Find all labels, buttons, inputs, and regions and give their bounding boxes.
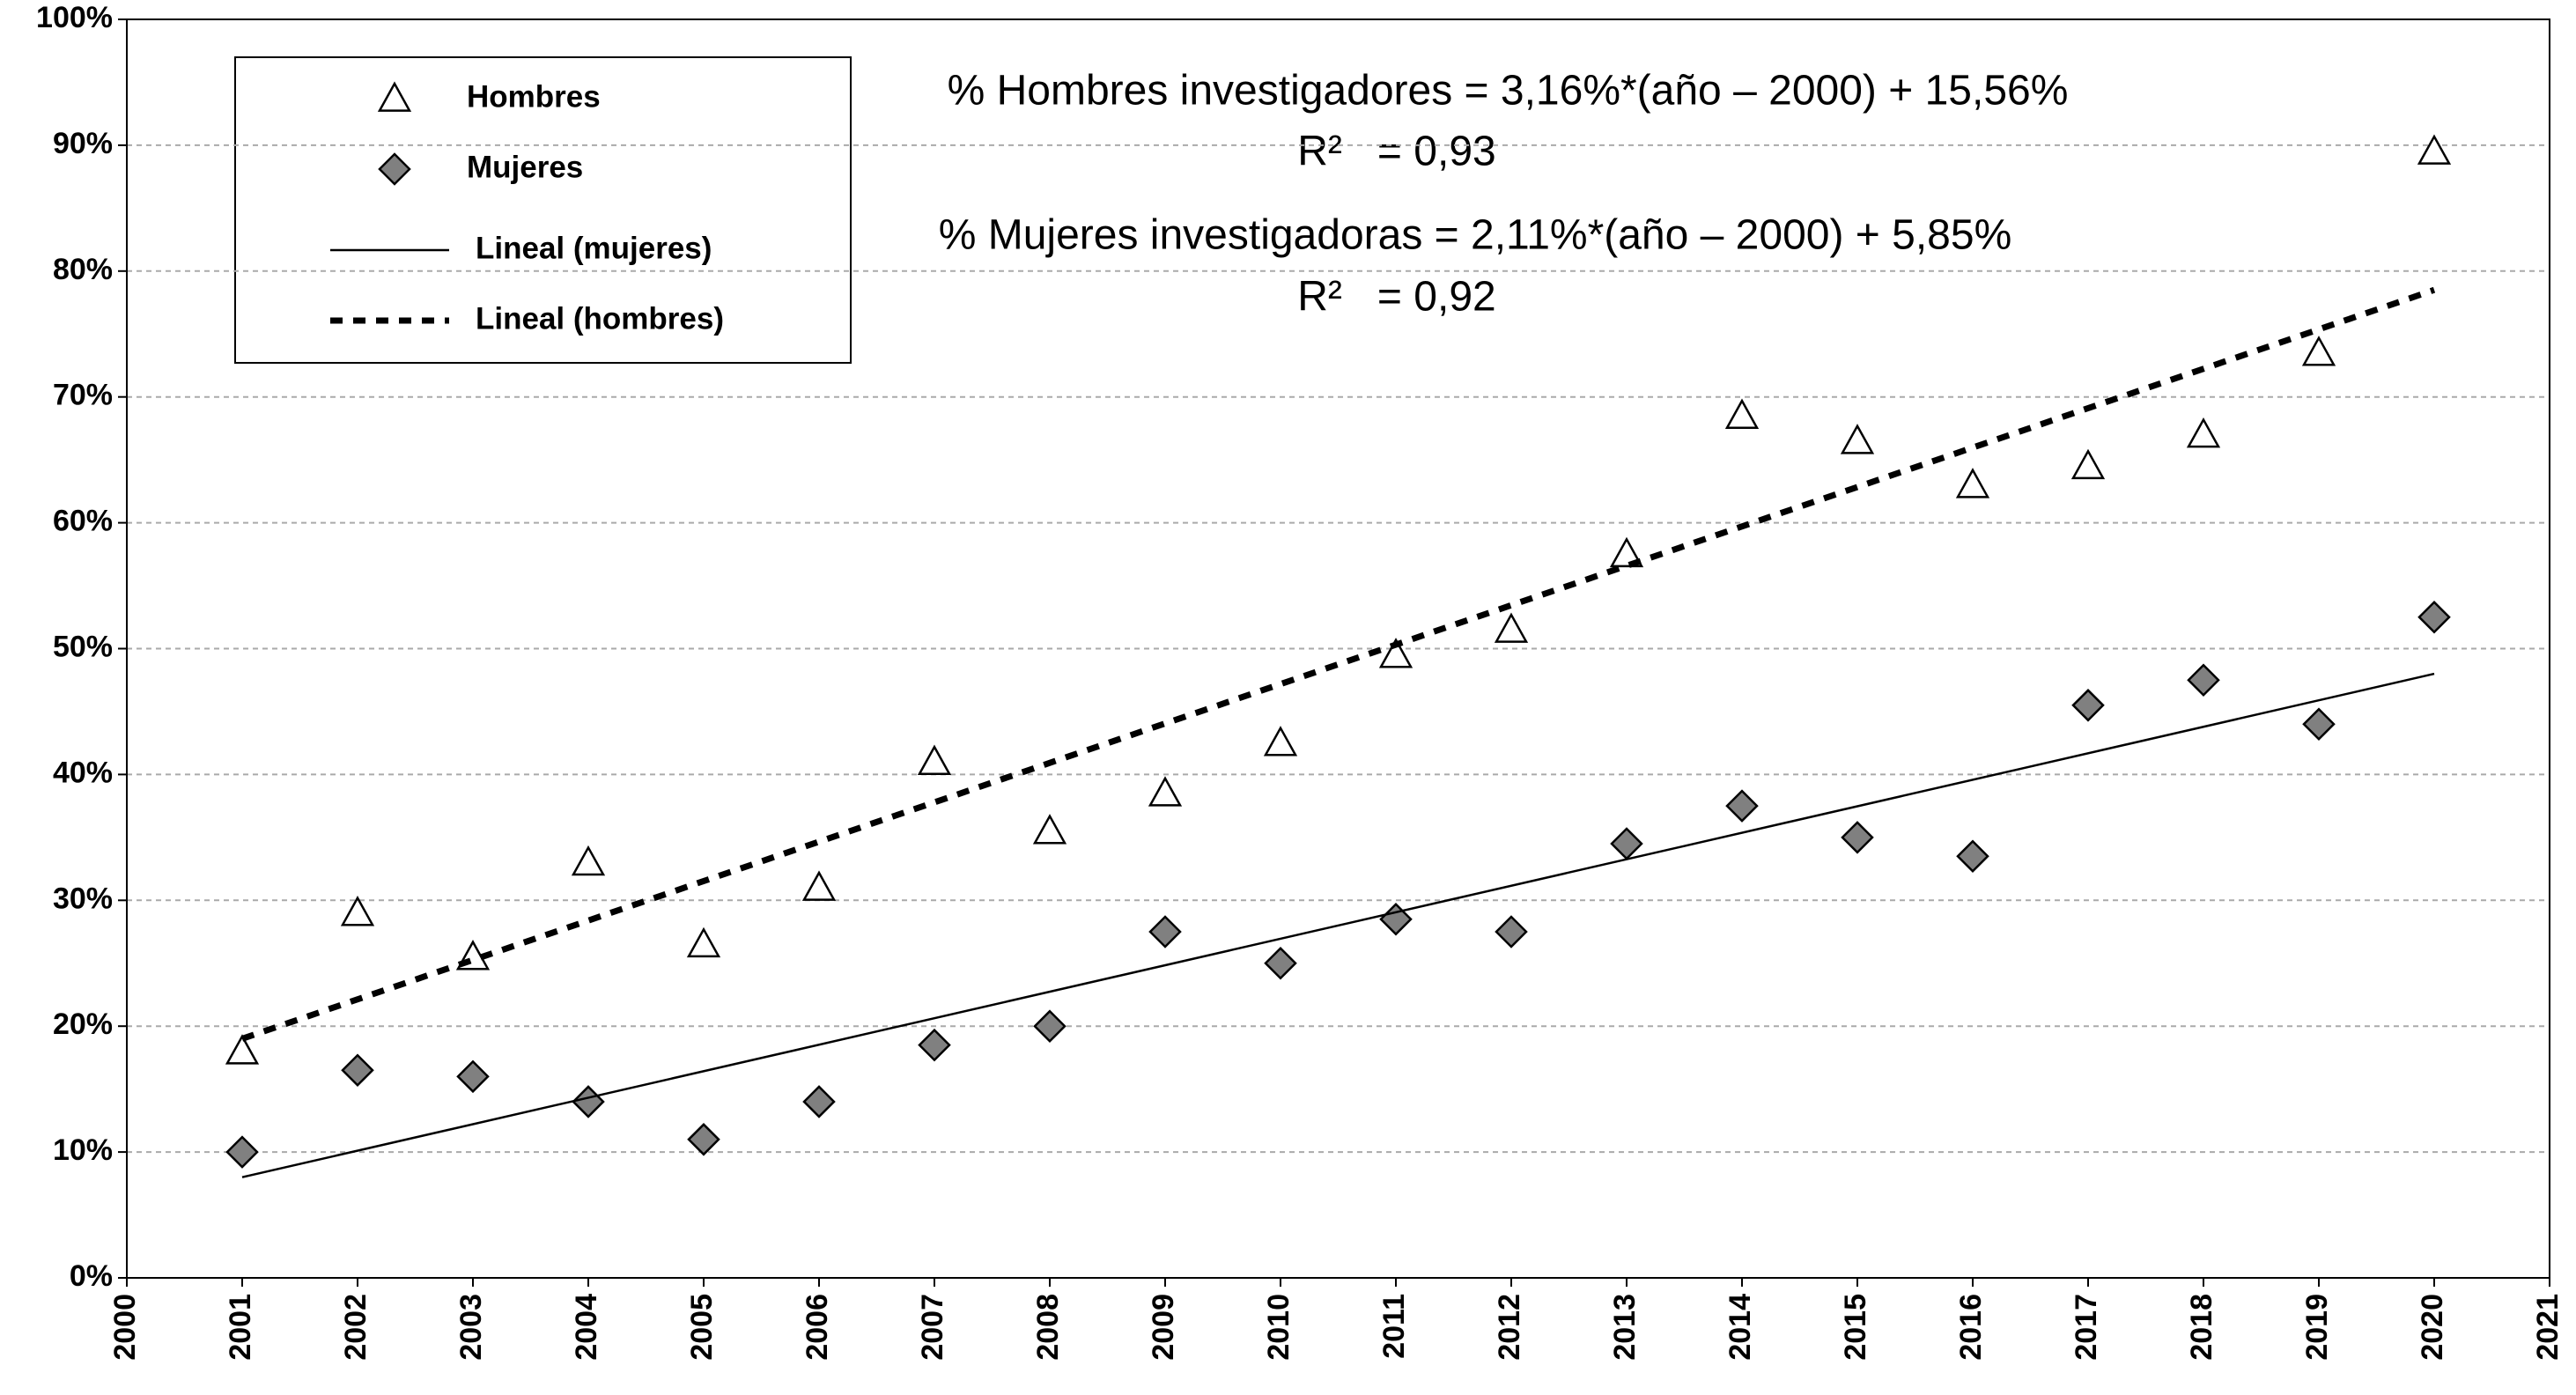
y-tick-label: 90% [53,127,113,160]
data-point [2417,601,2451,634]
x-tick-label: 2004 [570,1294,603,1361]
legend-marker [377,81,412,112]
data-point [2071,689,2105,722]
x-tick-label: 2010 [1262,1294,1295,1361]
data-point [456,1059,490,1094]
x-tick-label: 2020 [2416,1294,2449,1361]
data-point [1724,398,1760,429]
x-tick-label: 2014 [1723,1294,1757,1361]
x-tick-label: 2003 [454,1294,488,1361]
y-tick-label: 50% [53,630,113,663]
data-point [2302,707,2336,742]
y-tick-label: 20% [53,1008,113,1041]
data-point [1609,536,1644,568]
y-tick-label: 100% [36,1,113,34]
data-point [1148,915,1182,948]
y-tick-label: 0% [70,1259,113,1293]
x-tick-label: 2008 [1031,1294,1065,1361]
data-point [2301,336,2336,366]
data-point [2186,417,2221,448]
x-tick-label: 2005 [685,1294,719,1361]
data-point [686,926,721,958]
data-point [1148,776,1183,807]
y-tick-label: 70% [53,379,113,412]
data-point [1495,915,1528,948]
legend-box [234,56,852,364]
annotation: R² = 0,93 [1297,129,1495,175]
x-tick-label: 2009 [1147,1294,1180,1361]
x-tick-label: 2015 [1839,1294,1872,1361]
data-point [1494,612,1529,643]
legend-label: Lineal (hombres) [476,301,724,336]
legend-label: Lineal (mujeres) [476,231,712,265]
data-point [225,1034,260,1065]
x-tick-label: 2006 [801,1294,834,1361]
data-point [1955,468,1990,498]
x-tick-label: 2018 [2185,1294,2218,1361]
x-tick-label: 2011 [1377,1294,1411,1359]
data-point [1264,946,1297,980]
data-point [802,1085,836,1118]
data-point [1725,789,1759,823]
legend-marker [378,152,411,186]
x-tick-label: 2002 [339,1294,373,1361]
data-point [1263,726,1298,757]
data-point [1610,827,1643,860]
x-tick-label: 2019 [2300,1294,2334,1361]
data-point [687,1123,720,1156]
data-point [341,1053,374,1087]
data-point [1841,821,1874,854]
data-point [1032,814,1067,845]
y-tick-label: 40% [53,756,113,789]
plot-frame [126,18,2550,1279]
x-tick-label: 2013 [1608,1294,1642,1361]
data-point [2187,663,2220,697]
data-point [571,845,606,876]
annotation: R² = 0,92 [1297,274,1495,321]
data-point [918,1028,951,1062]
data-point [572,1085,605,1118]
data-point [1378,638,1413,668]
data-point [917,744,952,775]
data-point [801,870,837,901]
annotation: % Mujeres investigadoras = 2,11%*(año – … [939,212,2012,259]
data-point [225,1135,259,1169]
x-tick-label: 2007 [916,1294,949,1361]
data-point [340,896,375,926]
data-point [1033,1009,1067,1043]
x-tick-label: 2016 [1954,1294,1988,1361]
x-tick-label: 2012 [1493,1294,1526,1361]
annotation: % Hombres investigadores = 3,16%*(año – … [948,68,2069,114]
x-tick-label: 2000 [108,1294,142,1361]
y-tick-label: 30% [53,882,113,915]
legend-label: Hombres [467,79,601,114]
y-tick-label: 60% [53,505,113,538]
trend-line [240,286,2436,1042]
x-tick-label: 2017 [2070,1294,2103,1361]
trend-line [241,672,2435,1178]
legend-label: Mujeres [467,150,583,184]
x-tick-label: 2001 [224,1294,257,1361]
y-tick-label: 10% [53,1133,113,1167]
data-point [2070,448,2106,480]
data-point [1956,839,1989,874]
y-tick-label: 80% [53,253,113,286]
data-point [2417,134,2452,165]
data-point [1840,424,1875,454]
x-tick-label: 2021 [2531,1294,2565,1361]
